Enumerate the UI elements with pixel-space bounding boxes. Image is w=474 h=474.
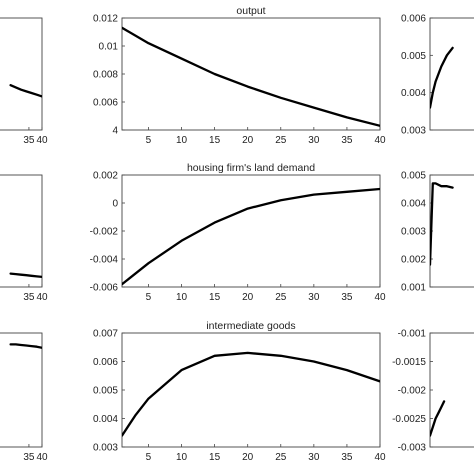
y-tick-label: 0.012 (93, 14, 118, 25)
x-tick-label: 35 (341, 292, 353, 303)
y-tick-label: 0.003 (93, 443, 118, 454)
x-tick-label: 20 (242, 292, 254, 303)
panel-3: 35 40 (0, 174, 48, 303)
x-tick-label: 40 (374, 452, 386, 463)
y-tick-label: -0.002 (90, 227, 119, 238)
y-tick-label: 0.006 (401, 14, 426, 25)
y-tick-label: -0.0015 (392, 357, 426, 368)
y-tick-label: 0.003 (401, 126, 426, 137)
x-tick-label: 15 (209, 452, 221, 463)
x-tick-label: 25 (275, 135, 287, 146)
x-tick-label: 30 (308, 292, 320, 303)
panel-4: 5 10 15 20 25 30 35 40 0.002 0 -0.002 -0.004 -0.006 h… (90, 162, 386, 303)
y-tick-label: 0.007 (93, 329, 118, 340)
axes-box (0, 17, 43, 131)
y-tick-label: -0.003 (398, 443, 427, 454)
y-tick-label: 0.006 (93, 357, 118, 368)
axes-box (0, 332, 43, 448)
x-tick-label: 35 (23, 452, 35, 463)
x-tick-label: 40 (36, 135, 48, 146)
x-tick-label: 30 (308, 452, 320, 463)
x-tick-label: 15 (209, 292, 221, 303)
series-line-0 (9, 343, 42, 349)
panel-title: housing firm's land demand (187, 162, 315, 174)
axes-box (429, 332, 474, 448)
axes-box (121, 332, 381, 448)
panel-8: -0.001 -0.0015 -0.002 -0.0025 -0.003 (392, 329, 474, 454)
x-tick-label: 35 (341, 452, 353, 463)
x-tick-label: 25 (275, 452, 287, 463)
panel-2: 0.006 0.005 0.004 0.003 (401, 14, 474, 137)
series-line-0 (122, 26, 380, 127)
panel-5: 0.005 0.004 0.003 0.002 0.001 (401, 171, 474, 294)
y-tick-label: -0.002 (398, 386, 427, 397)
series-line-0 (9, 84, 42, 98)
panel-title: intermediate goods (206, 320, 295, 332)
x-tick-label: 5 (146, 292, 152, 303)
axes-box (121, 17, 381, 131)
y-tick-label: 0.003 (401, 227, 426, 238)
axes-box (0, 174, 43, 288)
x-tick-label: 10 (176, 452, 188, 463)
y-tick-label: 0.005 (401, 171, 426, 182)
panel-6: 35 40 (0, 332, 48, 463)
y-tick-label: -0.004 (90, 255, 119, 266)
x-tick-label: 35 (23, 135, 35, 146)
x-tick-label: 15 (209, 135, 221, 146)
y-tick-label: 0.008 (93, 70, 118, 81)
y-tick-label: 0.004 (401, 88, 426, 99)
panel-0: 35 40 (0, 17, 48, 146)
y-tick-label: 0.01 (99, 42, 119, 53)
x-tick-label: 25 (275, 292, 287, 303)
x-tick-label: 40 (36, 292, 48, 303)
panel-1: 5 10 15 20 25 30 35 40 0.012 0.01 0.008 0.006 4 outpu… (93, 5, 386, 146)
series-line-0 (430, 182, 454, 266)
y-tick-label: 0.002 (401, 255, 426, 266)
y-tick-label: 0.002 (93, 171, 118, 182)
x-tick-label: 10 (176, 292, 188, 303)
series-line-0 (122, 351, 380, 437)
y-tick-label: 0.005 (93, 386, 118, 397)
x-tick-label: 40 (374, 292, 386, 303)
y-tick-label: 0.004 (401, 199, 426, 210)
x-tick-label: 40 (36, 452, 48, 463)
x-tick-label: 30 (308, 135, 320, 146)
y-tick-label: 4 (112, 126, 118, 137)
y-tick-label: -0.0025 (392, 414, 426, 425)
axes-box (429, 174, 474, 288)
y-tick-label: -0.006 (90, 283, 119, 294)
x-tick-label: 20 (242, 135, 254, 146)
x-tick-label: 10 (176, 135, 188, 146)
y-tick-label: -0.001 (398, 329, 427, 340)
panel-title: output (236, 5, 265, 17)
x-tick-label: 20 (242, 452, 254, 463)
axes-box (429, 17, 474, 131)
y-tick-label: 0.001 (401, 283, 426, 294)
x-tick-label: 35 (23, 292, 35, 303)
x-tick-label: 35 (341, 135, 353, 146)
x-tick-label: 5 (146, 452, 152, 463)
panel-7: 5 10 15 20 25 30 35 40 0.007 0.006 0.005 0.004 0.003… (93, 320, 386, 463)
x-tick-label: 5 (146, 135, 152, 146)
y-tick-label: 0 (112, 199, 118, 210)
y-tick-label: 0.006 (93, 98, 118, 109)
series-line-0 (430, 46, 454, 109)
y-tick-label: 0.005 (401, 51, 426, 62)
y-tick-label: 0.004 (93, 414, 118, 425)
x-tick-label: 40 (374, 135, 386, 146)
series-line-0 (430, 400, 446, 437)
series-line-0 (9, 272, 42, 279)
series-line-0 (122, 187, 380, 286)
